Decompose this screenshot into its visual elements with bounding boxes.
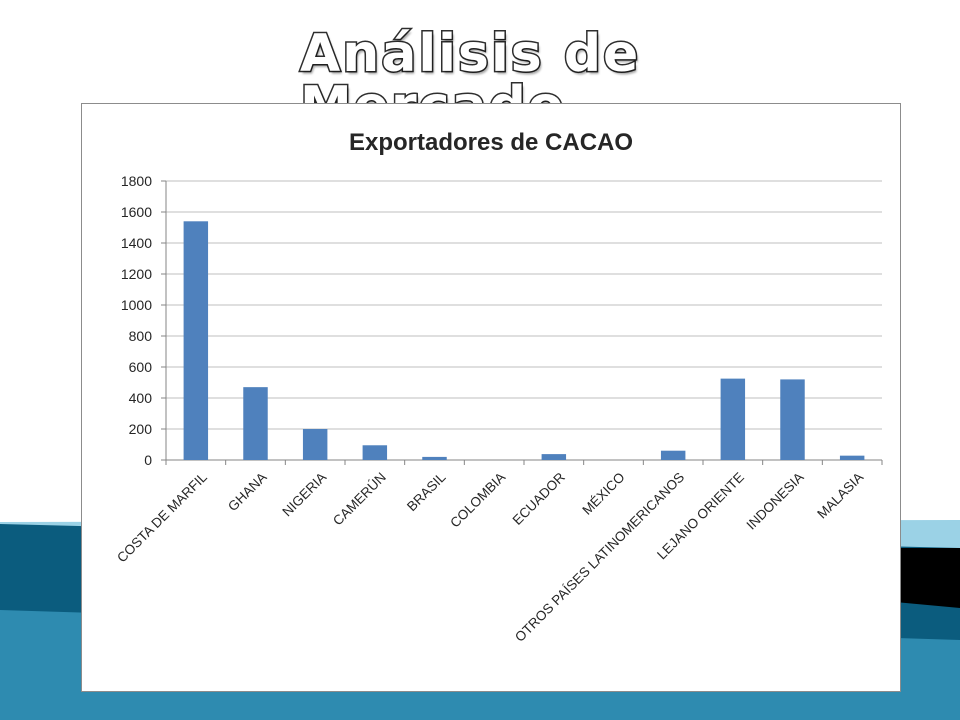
bar xyxy=(720,378,746,460)
x-tick-label: GHANA xyxy=(225,470,270,515)
right-black-band xyxy=(895,548,960,608)
y-tick-label: 600 xyxy=(129,359,153,375)
y-tick-label: 200 xyxy=(129,421,153,437)
x-tick-label: MALASIA xyxy=(814,470,866,522)
x-tick-label: ECUADOR xyxy=(510,469,569,528)
bar xyxy=(660,450,686,460)
x-tick-label: BRASIL xyxy=(404,469,449,514)
bar xyxy=(362,445,388,460)
x-tick-label: INDONESIA xyxy=(744,470,807,533)
bar xyxy=(243,387,268,460)
y-tick-label: 400 xyxy=(129,390,153,406)
y-tick-label: 1600 xyxy=(121,204,152,220)
chart-area: Exportadores de CACAO 0 200 400 600 800 1000 12… xyxy=(81,103,901,692)
y-tick-label: 1800 xyxy=(121,173,152,189)
bar xyxy=(422,456,447,460)
x-tick-label: MÉXICO xyxy=(579,470,627,518)
bar xyxy=(183,221,209,460)
chart-title: Exportadores de CACAO xyxy=(349,129,633,156)
bar xyxy=(541,454,567,460)
x-tick-label: COLOMBIA xyxy=(447,470,508,531)
y-tick-label: 0 xyxy=(144,452,152,468)
x-tick-label: COSTA DE MARFIL xyxy=(114,469,210,565)
bar xyxy=(302,429,328,460)
bar xyxy=(780,379,805,460)
x-tick-label: NIGERIA xyxy=(279,470,329,520)
bar-chart: Exportadores de CACAO 0 200 400 600 800 1000 12… xyxy=(114,129,883,645)
y-tick-label: 1200 xyxy=(121,266,152,282)
y-tick-label: 1000 xyxy=(121,297,152,313)
x-tick-label: CAMERÚN xyxy=(330,470,389,529)
bar xyxy=(839,455,865,460)
y-tick-label: 800 xyxy=(129,328,153,344)
y-tick-label: 1400 xyxy=(121,235,152,251)
